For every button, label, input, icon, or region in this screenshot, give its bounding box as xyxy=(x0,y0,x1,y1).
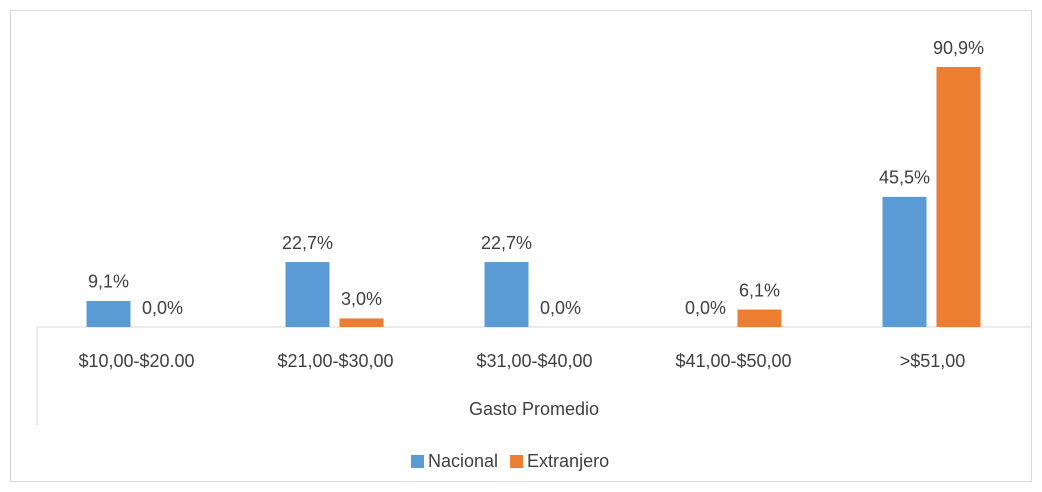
legend-label: Nacional xyxy=(428,451,498,471)
data-label: 6,1% xyxy=(739,280,780,300)
bar xyxy=(339,318,384,327)
bar xyxy=(882,196,927,327)
data-label: 22,7% xyxy=(481,233,532,253)
chart-frame xyxy=(10,10,1032,482)
data-label: 9,1% xyxy=(88,272,129,292)
legend-swatch xyxy=(411,455,424,468)
legend-swatch xyxy=(510,455,524,468)
data-label: 45,5% xyxy=(879,168,930,188)
data-label: 0,0% xyxy=(685,298,726,318)
data-label: 0,0% xyxy=(540,298,581,318)
legend-label: Extranjero xyxy=(527,451,609,471)
data-label: 90,9% xyxy=(933,38,984,58)
x-tick-label: $31,00-$40,00 xyxy=(476,351,592,371)
bar xyxy=(86,300,131,327)
data-label: 22,7% xyxy=(282,233,333,253)
data-label: 3,0% xyxy=(341,289,382,309)
x-tick-label: $41,00-$50,00 xyxy=(675,351,791,371)
data-label: 0,0% xyxy=(142,298,183,318)
bar xyxy=(484,262,529,327)
bar xyxy=(936,67,981,327)
x-tick-label: >$51,00 xyxy=(900,351,966,371)
x-axis-title: Gasto Promedio xyxy=(469,399,599,419)
x-tick-label: $10,00-$20.00 xyxy=(78,351,194,371)
bar xyxy=(285,262,330,327)
bar xyxy=(737,309,782,327)
x-tick-label: $21,00-$30,00 xyxy=(277,351,393,371)
